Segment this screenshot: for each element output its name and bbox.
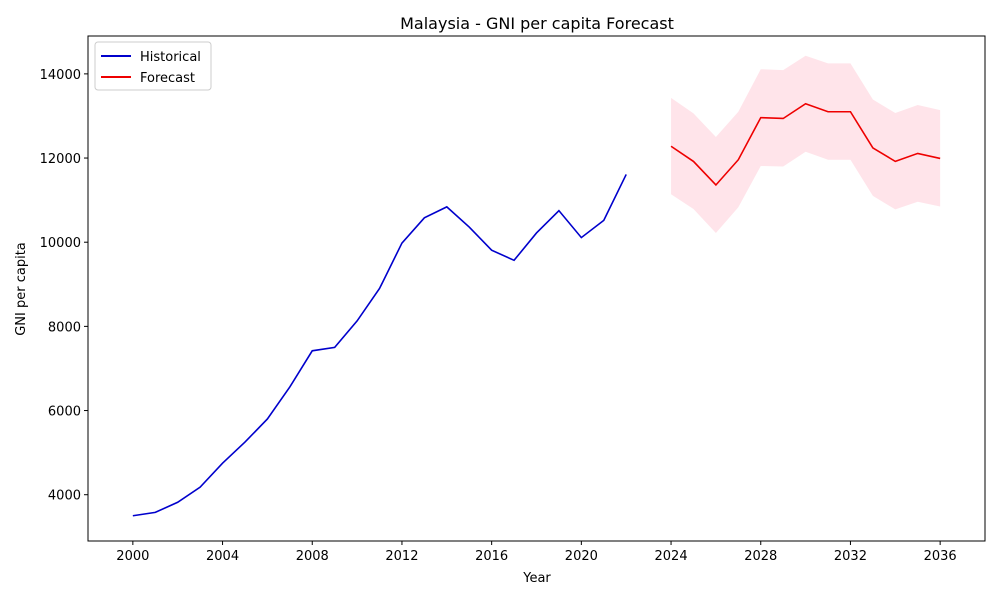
x-tick-label: 2012 xyxy=(385,549,418,564)
x-tick-label: 2000 xyxy=(116,549,149,564)
x-axis: 2000 2004 2008 2012 2016 2020 2024 2028 2032 2036 xyxy=(116,541,957,564)
x-tick-label: 2032 xyxy=(834,549,867,564)
x-tick-label: 2028 xyxy=(744,549,777,564)
y-tick-label: 8000 xyxy=(48,320,81,335)
plot-frame xyxy=(87,35,986,542)
x-axis-label: Year xyxy=(522,571,551,586)
y-tick-label: 12000 xyxy=(40,152,81,167)
x-tick-label: 2020 xyxy=(565,549,598,564)
y-axis: 4000 6000 8000 10000 12000 14000 xyxy=(40,68,88,504)
x-tick-label: 2008 xyxy=(296,549,329,564)
chart-title: Malaysia - GNI per capita Forecast xyxy=(400,14,674,33)
forecast-confidence-band xyxy=(671,55,941,233)
legend-historical-label: Historical xyxy=(140,50,201,65)
y-tick-label: 6000 xyxy=(48,405,81,420)
y-tick-label: 14000 xyxy=(40,68,81,83)
x-tick-label: 2036 xyxy=(924,549,957,564)
y-axis-label: GNI per capita xyxy=(14,242,29,336)
x-tick-label: 2004 xyxy=(206,549,239,564)
y-tick-label: 10000 xyxy=(40,236,81,251)
legend: Historical Forecast xyxy=(94,41,212,91)
legend-forecast-label: Forecast xyxy=(140,71,195,86)
x-tick-label: 2016 xyxy=(475,549,508,564)
x-tick-label: 2024 xyxy=(655,549,688,564)
y-tick-label: 4000 xyxy=(48,489,81,504)
